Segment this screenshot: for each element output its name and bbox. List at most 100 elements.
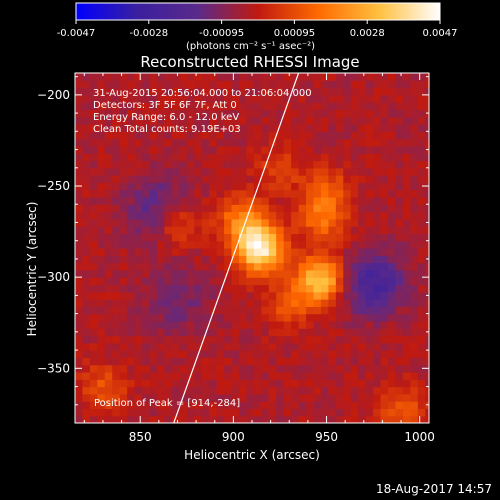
- heatmap-pixel: [388, 218, 397, 227]
- heatmap-pixel: [149, 94, 158, 103]
- heatmap-pixel: [142, 196, 151, 205]
- heatmap-pixel: [298, 233, 307, 242]
- heatmap-pixel: [194, 94, 203, 103]
- heatmap-pixel: [119, 364, 128, 373]
- heatmap-pixel: [365, 342, 374, 351]
- heatmap-pixel: [358, 94, 367, 103]
- heatmap-pixel: [224, 204, 233, 213]
- heatmap-pixel: [75, 160, 84, 169]
- heatmap-pixel: [224, 196, 233, 205]
- heatmap-pixel: [388, 379, 397, 388]
- heatmap-pixel: [388, 291, 397, 300]
- heatmap-pixel: [283, 153, 292, 162]
- heatmap-pixel: [313, 277, 322, 286]
- heatmap-pixel: [179, 364, 188, 373]
- heatmap-pixel: [149, 226, 158, 235]
- heatmap-pixel: [246, 408, 255, 417]
- heatmap-pixel: [283, 357, 292, 366]
- heatmap-pixel: [417, 211, 426, 220]
- heatmap-pixel: [261, 335, 270, 344]
- heatmap-pixel: [253, 379, 262, 388]
- heatmap-pixel: [291, 408, 300, 417]
- heatmap-pixel: [335, 145, 344, 154]
- heatmap-pixel: [373, 269, 382, 278]
- heatmap-pixel: [350, 189, 359, 198]
- heatmap-pixel: [119, 73, 128, 81]
- heatmap-pixel: [358, 226, 367, 235]
- heatmap-pixel: [156, 350, 166, 358]
- heatmap-pixel: [276, 175, 285, 183]
- heatmap-pixel: [268, 299, 277, 307]
- heatmap-pixel: [224, 393, 233, 402]
- heatmap-pixel: [134, 211, 143, 220]
- heatmap-pixel: [358, 386, 367, 395]
- heatmap-pixel: [179, 379, 188, 388]
- heatmap-pixel: [395, 371, 404, 380]
- heatmap-pixel: [179, 116, 188, 125]
- heatmap-pixel: [201, 94, 210, 103]
- heatmap-pixel: [119, 408, 128, 417]
- heatmap-pixel: [149, 87, 158, 96]
- heatmap-pixel: [201, 342, 210, 351]
- heatmap-pixel: [246, 87, 255, 96]
- heatmap-pixel: [134, 233, 143, 242]
- heatmap-pixel: [425, 153, 429, 162]
- heatmap-pixel: [320, 364, 329, 373]
- heatmap-pixel: [358, 145, 367, 154]
- heatmap-pixel: [268, 408, 277, 417]
- heatmap-pixel: [224, 233, 233, 242]
- heatmap-pixel: [209, 80, 218, 89]
- heatmap-pixel: [179, 262, 188, 271]
- heatmap-pixel: [179, 80, 188, 89]
- heatmap-pixel: [224, 167, 233, 176]
- heatmap-pixel: [373, 218, 382, 227]
- heatmap-pixel: [149, 189, 158, 198]
- heatmap-pixel: [380, 284, 389, 293]
- heatmap-pixel: [186, 109, 195, 118]
- heatmap-pixel: [283, 175, 292, 183]
- heatmap-pixel: [89, 328, 98, 337]
- heatmap-pixel: [142, 145, 151, 154]
- heatmap-pixel: [89, 335, 98, 344]
- heatmap-pixel: [283, 218, 292, 227]
- heatmap-pixel: [388, 167, 397, 176]
- heatmap-pixel: [276, 248, 285, 256]
- heatmap-pixel: [395, 226, 404, 235]
- heatmap-pixel: [231, 138, 240, 147]
- heatmap-pixel: [89, 313, 98, 322]
- heatmap-pixel: [201, 211, 210, 220]
- heatmap-pixel: [335, 393, 344, 402]
- heatmap-pixel: [209, 160, 218, 169]
- heatmap-pixel: [358, 160, 367, 169]
- heatmap-pixel: [306, 408, 315, 417]
- heatmap-pixel: [231, 145, 240, 154]
- heatmap-pixel: [306, 262, 315, 271]
- heatmap-pixel: [194, 364, 203, 373]
- heatmap-pixel: [209, 401, 218, 410]
- heatmap-pixel: [328, 335, 337, 344]
- heatmap-pixel: [82, 379, 91, 388]
- heatmap-pixel: [127, 116, 136, 125]
- heatmap-pixel: [238, 328, 248, 337]
- heatmap-pixel: [402, 335, 411, 344]
- heatmap-pixel: [320, 320, 329, 329]
- heatmap-pixel: [216, 284, 225, 293]
- heatmap-pixel: [365, 80, 374, 89]
- heatmap-pixel: [119, 204, 128, 213]
- heatmap-pixel: [402, 306, 411, 315]
- heatmap-pixel: [82, 102, 91, 111]
- heatmap-pixel: [127, 102, 136, 111]
- heatmap-pixel: [179, 269, 188, 278]
- heatmap-pixel: [89, 240, 98, 249]
- heatmap-pixel: [395, 160, 404, 169]
- heatmap-pixel: [291, 306, 300, 315]
- heatmap-pixel: [268, 277, 277, 286]
- heatmap-pixel: [335, 313, 344, 322]
- heatmap-pixel: [194, 415, 203, 423]
- heatmap-pixel: [164, 262, 173, 271]
- heatmap-pixel: [253, 291, 262, 300]
- heatmap-pixel: [395, 357, 404, 366]
- heatmap-pixel: [97, 196, 106, 205]
- heatmap-pixel: [335, 240, 344, 249]
- heatmap-pixel: [350, 320, 359, 329]
